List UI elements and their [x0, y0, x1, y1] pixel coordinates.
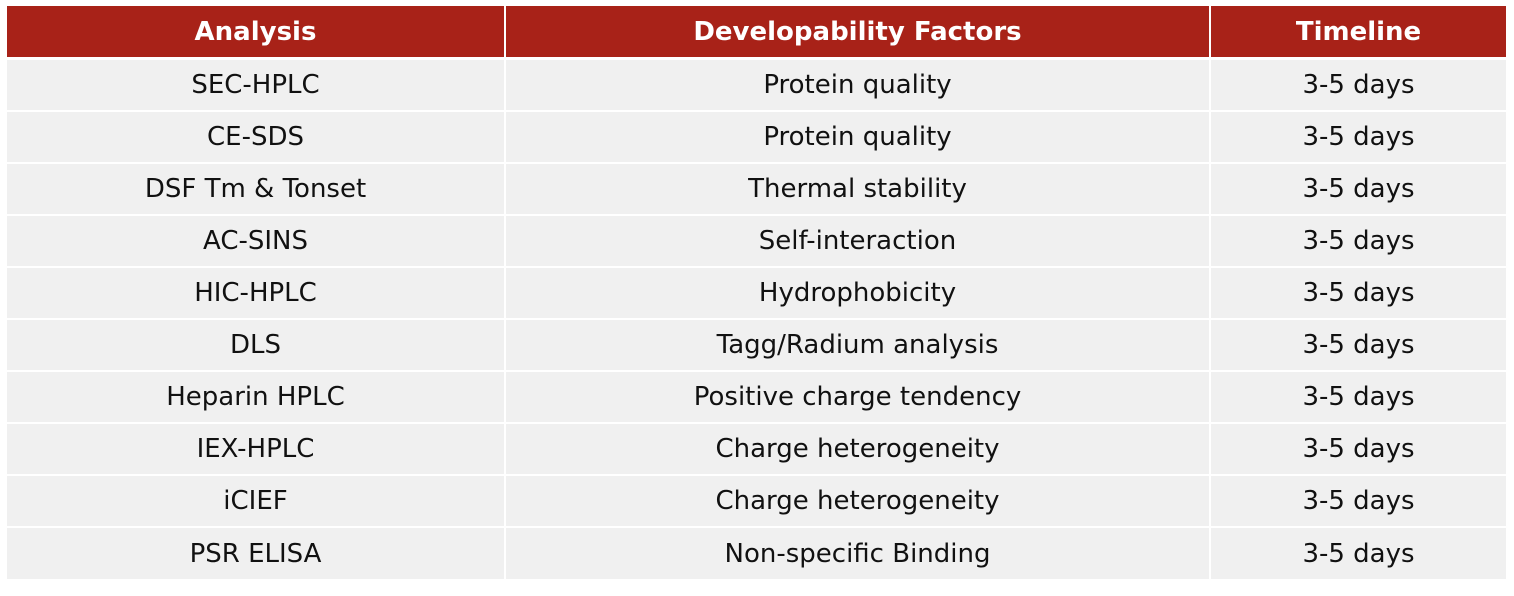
table-row: HIC-HPLC Hydrophobicity 3-5 days	[7, 267, 1506, 320]
cell-analysis: DLS	[7, 319, 506, 372]
cell-developability-factor: Positive charge tendency	[505, 371, 1211, 424]
cell-analysis: DSF Tm & Tonset	[7, 163, 506, 216]
cell-developability-factor: Charge heterogeneity	[505, 475, 1211, 528]
cell-analysis: AC-SINS	[7, 215, 506, 268]
table-header: Analysis Developability Factors Timeline	[7, 6, 1506, 60]
table-row: Heparin HPLC Positive charge tendency 3-…	[7, 371, 1506, 424]
cell-timeline: 3-5 days	[1210, 163, 1506, 216]
table-row: AC-SINS Self-interaction 3-5 days	[7, 215, 1506, 268]
cell-developability-factor: Protein quality	[505, 111, 1211, 164]
cell-developability-factor: Protein quality	[505, 58, 1211, 112]
cell-timeline: 3-5 days	[1210, 215, 1506, 268]
cell-developability-factor: Tagg/Radium analysis	[505, 319, 1211, 372]
table-row: DSF Tm & Tonset Thermal stability 3-5 da…	[7, 163, 1506, 216]
header-timeline: Timeline	[1210, 6, 1506, 60]
table-row: CE-SDS Protein quality 3-5 days	[7, 111, 1506, 164]
header-row: Analysis Developability Factors Timeline	[7, 6, 1506, 60]
table-row: SEC-HPLC Protein quality 3-5 days	[7, 58, 1506, 112]
cell-developability-factor: Thermal stability	[505, 163, 1211, 216]
developability-table: Analysis Developability Factors Timeline…	[7, 6, 1506, 579]
cell-timeline: 3-5 days	[1210, 267, 1506, 320]
cell-timeline: 3-5 days	[1210, 475, 1506, 528]
cell-timeline: 3-5 days	[1210, 527, 1506, 579]
cell-timeline: 3-5 days	[1210, 58, 1506, 112]
table-row: PSR ELISA Non-specific Binding 3-5 days	[7, 527, 1506, 579]
cell-analysis: iCIEF	[7, 475, 506, 528]
cell-developability-factor: Self-interaction	[505, 215, 1211, 268]
header-analysis: Analysis	[7, 6, 506, 60]
cell-timeline: 3-5 days	[1210, 319, 1506, 372]
table-row: DLS Tagg/Radium analysis 3-5 days	[7, 319, 1506, 372]
cell-analysis: IEX-HPLC	[7, 423, 506, 476]
cell-timeline: 3-5 days	[1210, 111, 1506, 164]
cell-timeline: 3-5 days	[1210, 371, 1506, 424]
header-developability-factors: Developability Factors	[505, 6, 1211, 60]
cell-developability-factor: Non-specific Binding	[505, 527, 1211, 579]
cell-developability-factor: Hydrophobicity	[505, 267, 1211, 320]
table-row: iCIEF Charge heterogeneity 3-5 days	[7, 475, 1506, 528]
cell-analysis: PSR ELISA	[7, 527, 506, 579]
cell-analysis: HIC-HPLC	[7, 267, 506, 320]
cell-analysis: Heparin HPLC	[7, 371, 506, 424]
developability-table-container: Analysis Developability Factors Timeline…	[7, 6, 1506, 579]
table-row: IEX-HPLC Charge heterogeneity 3-5 days	[7, 423, 1506, 476]
cell-developability-factor: Charge heterogeneity	[505, 423, 1211, 476]
cell-timeline: 3-5 days	[1210, 423, 1506, 476]
cell-analysis: CE-SDS	[7, 111, 506, 164]
cell-analysis: SEC-HPLC	[7, 58, 506, 112]
table-body: SEC-HPLC Protein quality 3-5 days CE-SDS…	[7, 58, 1506, 579]
